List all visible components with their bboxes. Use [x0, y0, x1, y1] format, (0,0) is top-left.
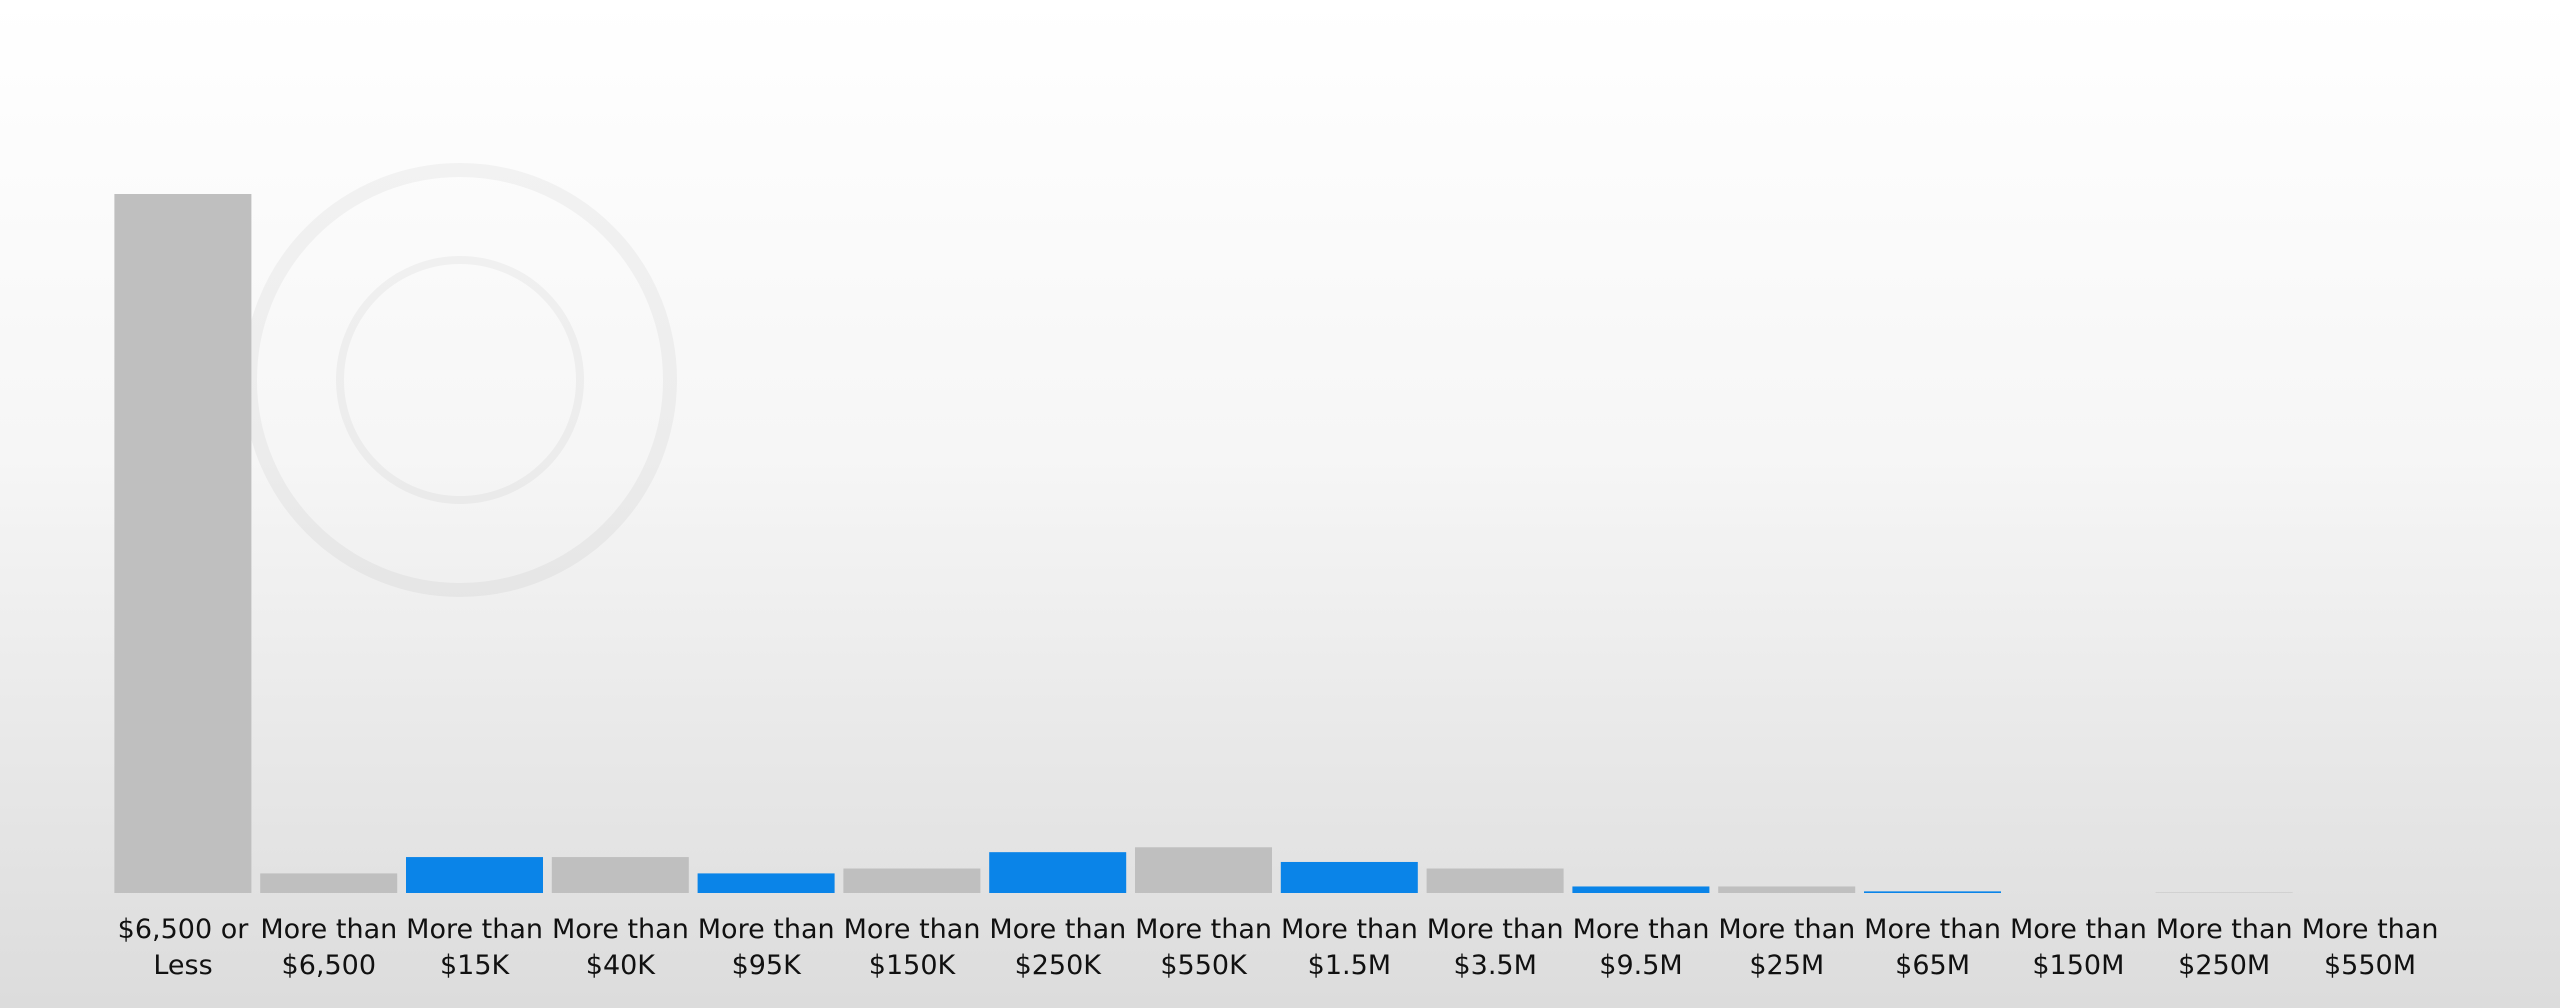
x-tick-label: More than $550M — [2301, 914, 2439, 981]
bar — [989, 852, 1127, 893]
x-tick-label: More than $6,500 — [260, 914, 398, 981]
bar — [260, 873, 398, 893]
bar — [1864, 891, 2001, 893]
x-tick-label: More than $9.5M — [1572, 914, 1710, 981]
x-tick-label: More than $3.5M — [1426, 914, 1564, 981]
bar — [1280, 861, 1418, 893]
x-tick-label: $6,500 or Less — [117, 914, 249, 981]
bar — [1135, 847, 1272, 893]
bar — [1572, 886, 1710, 893]
x-tick-label: More than $250K — [989, 914, 1127, 981]
bar — [114, 194, 252, 893]
bar — [697, 873, 835, 893]
x-tick-label: More than $550K — [1135, 914, 1273, 981]
x-tick-label: More than $40K — [551, 914, 689, 981]
bar — [843, 868, 981, 893]
x-tick-label: More than $25M — [1718, 914, 1856, 981]
x-tick-label: More than $15K — [406, 914, 544, 981]
x-tick-label: More than $95K — [697, 914, 835, 981]
bar — [551, 857, 689, 893]
bar — [1718, 886, 1856, 893]
x-tick-label: More than $1.5M — [1280, 914, 1418, 981]
seal-watermark — [336, 256, 584, 504]
x-tick-label: More than $250M — [2155, 914, 2293, 981]
x-tick-label: More than $65M — [1864, 914, 2002, 981]
x-tick-label: More than $150K — [843, 914, 981, 981]
x-tick-label: More than $150M — [2009, 914, 2147, 981]
bar — [406, 857, 543, 893]
bar — [1426, 868, 1564, 893]
seal-watermark — [243, 163, 677, 597]
